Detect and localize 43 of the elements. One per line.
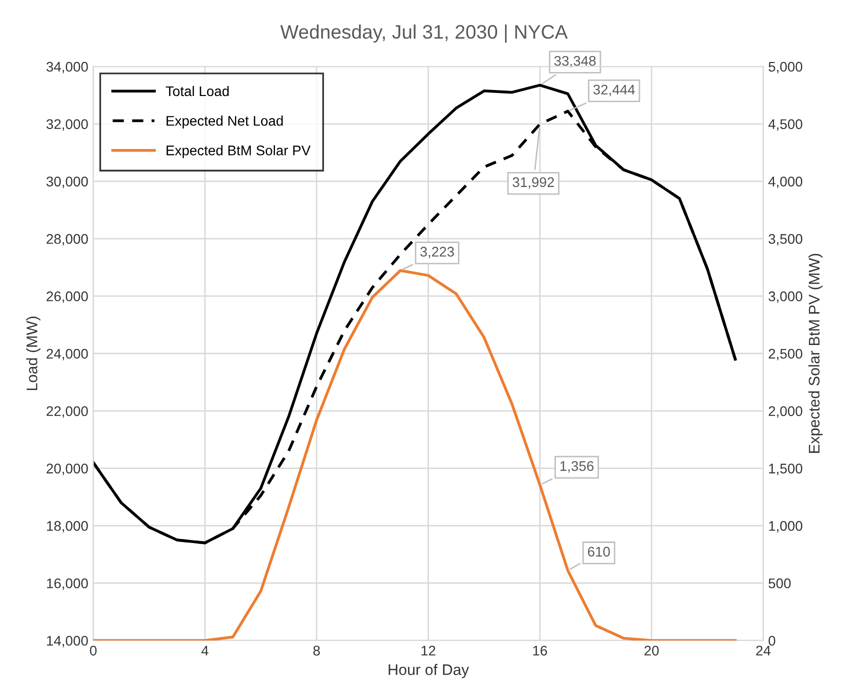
y2-tick-label: 3,000 [768,291,802,303]
y2-tick-label: 0 [768,636,776,646]
y2-axis-title: Expected Solar BtM PV (MW) [808,254,823,453]
data-label: 31,992 [512,177,554,189]
data-label: 32,444 [593,84,635,96]
data-label: 1,356 [560,461,594,473]
y-tick-label: 22,000 [46,406,88,418]
y-tick-label: 34,000 [46,62,88,74]
legend-label: Expected BtM Solar PV [166,145,311,158]
y-tick-label: 26,000 [46,291,88,303]
x-tick-label: 24 [756,646,771,656]
x-tick-label: 0 [90,646,97,656]
x-tick-label: 4 [201,646,208,656]
y2-tick-label: 3,500 [768,234,802,246]
y-tick-label: 30,000 [46,176,88,188]
data-label: 610 [588,546,610,557]
y-tick-label: 20,000 [46,464,88,476]
y2-tick-label: 4,000 [768,176,802,188]
data-label: 3,223 [420,246,454,258]
legend-label: Total Load [166,86,229,96]
x-tick-label: 12 [422,646,436,656]
x-tick-label: 8 [313,646,320,656]
y2-tick-label: 4,500 [768,119,802,131]
y-tick-label: 28,000 [46,234,88,246]
x-axis-title: Hour of Day [388,664,469,678]
y2-tick-label: 1,500 [769,464,802,476]
x-tick-label: 16 [533,646,548,656]
y-tick-label: 32,000 [46,119,88,131]
y-tick-label: 18,000 [47,521,88,533]
y2-tick-label: 1,000 [769,521,802,533]
chart-title: Wednesday, Jul 31, 2030 | NYCA [280,24,568,43]
line-series [93,269,737,640]
y-tick-label: 24,000 [46,348,88,360]
y2-tick-label: 500 [768,578,791,588]
y-tick-label: 14,000 [47,636,88,648]
x-tick-label: 20 [644,646,659,656]
y-tick-label: 16,000 [47,578,88,590]
y2-tick-label: 2,500 [768,348,802,360]
y-axis-title: Load (MW) [26,316,40,390]
y2-tick-label: 2,000 [768,406,802,418]
y2-tick-label: 5,000 [768,62,802,74]
legend-label: Expected Net Load [166,116,283,129]
data-label: 33,348 [554,56,596,68]
